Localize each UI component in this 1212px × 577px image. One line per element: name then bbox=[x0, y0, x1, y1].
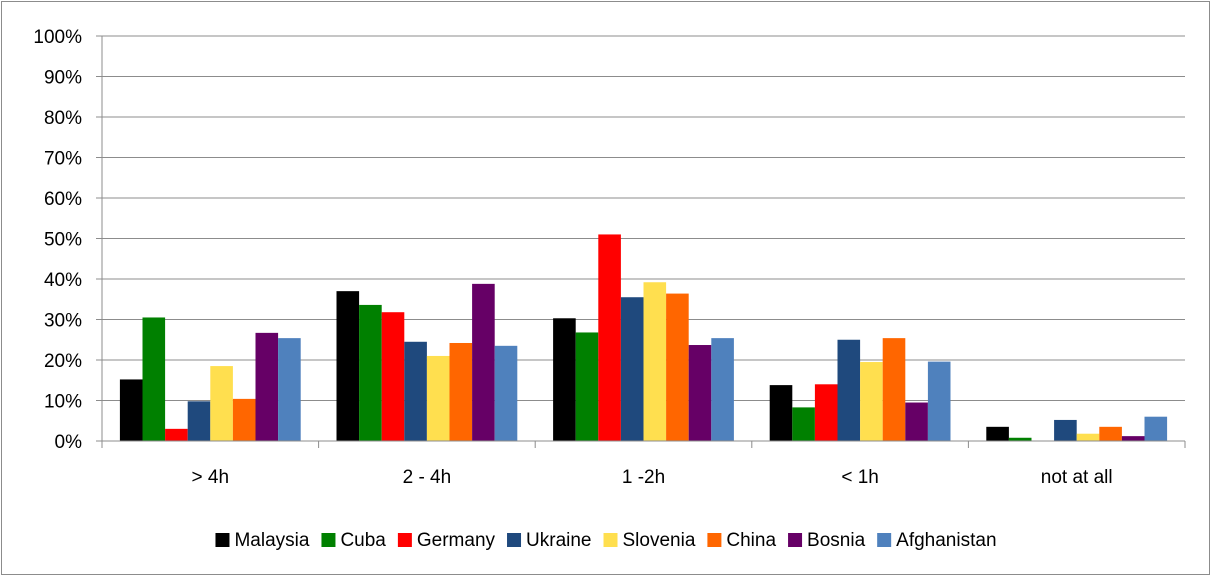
x-axis-ticks: > 4h 2 - 4h 1 -2h < 1h not at all bbox=[192, 467, 1113, 488]
legend-label: Slovenia bbox=[623, 530, 696, 551]
bar-afghanistan-4 bbox=[1144, 416, 1168, 441]
bar-afghanistan-0 bbox=[278, 338, 301, 441]
x-tick-label: > 4h bbox=[192, 467, 230, 488]
legend-label: Bosnia bbox=[807, 530, 866, 551]
bar-cuba-1 bbox=[359, 304, 382, 441]
legend-swatch bbox=[707, 533, 722, 547]
bar-china-1 bbox=[449, 342, 473, 441]
legend-label: Malaysia bbox=[234, 530, 309, 551]
y-tick-label: 70% bbox=[44, 149, 82, 170]
bar-bosnia-0 bbox=[255, 332, 279, 441]
y-tick-label: 10% bbox=[44, 392, 82, 413]
bar-afghanistan-2 bbox=[711, 338, 734, 441]
legend: Malaysia Cuba Germany Ukraine Slovenia China B… bbox=[215, 530, 997, 551]
bar-ukraine-1 bbox=[404, 341, 427, 441]
bar-ukraine-2 bbox=[620, 297, 644, 441]
y-tick-label: 50% bbox=[44, 230, 82, 251]
legend-item-ukraine: Ukraine bbox=[507, 530, 592, 551]
bars bbox=[119, 234, 1168, 441]
y-tick-label: 0% bbox=[55, 432, 83, 453]
bar-ukraine-3 bbox=[837, 339, 861, 441]
bar-slovenia-1 bbox=[426, 355, 450, 441]
bar-germany-3 bbox=[814, 384, 838, 441]
bar-cuba-0 bbox=[142, 317, 166, 441]
legend-item-cuba: Cuba bbox=[321, 530, 386, 551]
legend-swatch bbox=[215, 533, 230, 547]
legend-label: Afghanistan bbox=[896, 530, 996, 551]
bar-afghanistan-3 bbox=[927, 361, 951, 441]
x-tick-label: < 1h bbox=[841, 467, 879, 488]
bar-slovenia-3 bbox=[860, 362, 883, 441]
bar-malaysia-2 bbox=[553, 318, 576, 441]
y-tick-label: 40% bbox=[44, 270, 82, 291]
bar-malaysia-3 bbox=[769, 385, 793, 441]
x-tick-label: not at all bbox=[1041, 467, 1113, 488]
bar-germany-2 bbox=[598, 234, 621, 441]
legend-item-afghanistan: Afghanistan bbox=[877, 530, 997, 551]
bar-malaysia-0 bbox=[119, 379, 143, 441]
legend-item-malaysia: Malaysia bbox=[215, 530, 310, 551]
y-axis-ticks: 0% 10% 20% 30% 40% 50% 60% 70% 80% 90% 100% bbox=[33, 27, 82, 453]
legend-item-slovenia: Slovenia bbox=[603, 530, 696, 551]
bar-bosnia-4 bbox=[1121, 436, 1145, 441]
bar-bosnia-2 bbox=[688, 345, 712, 441]
bar-malaysia-4 bbox=[986, 426, 1009, 441]
legend-item-china: China bbox=[707, 530, 776, 551]
legend-swatch bbox=[877, 533, 892, 547]
legend-swatch bbox=[788, 533, 803, 547]
bar-germany-1 bbox=[381, 312, 405, 441]
legend-swatch bbox=[507, 533, 522, 547]
bar-china-4 bbox=[1099, 426, 1122, 441]
bar-china-0 bbox=[232, 398, 256, 441]
bar-ukraine-4 bbox=[1054, 419, 1077, 441]
bar-bosnia-3 bbox=[905, 402, 928, 441]
bar-bosnia-1 bbox=[472, 283, 495, 441]
legend-swatch bbox=[397, 533, 412, 547]
legend-label: China bbox=[726, 530, 776, 551]
bar-cuba-4 bbox=[1008, 437, 1032, 441]
bar-afghanistan-1 bbox=[494, 345, 518, 441]
bar-slovenia-2 bbox=[643, 282, 667, 441]
legend-swatch bbox=[603, 533, 618, 547]
x-tick-label: 2 - 4h bbox=[403, 467, 452, 488]
bar-china-2 bbox=[666, 293, 689, 441]
legend-label: Cuba bbox=[340, 530, 386, 551]
bar-slovenia-4 bbox=[1076, 433, 1100, 441]
y-tick-label: 80% bbox=[44, 108, 82, 129]
bar-malaysia-1 bbox=[336, 291, 360, 441]
bar-china-3 bbox=[882, 338, 906, 441]
y-tick-label: 20% bbox=[44, 351, 82, 372]
y-tick-label: 100% bbox=[33, 27, 82, 48]
bar-cuba-3 bbox=[792, 407, 815, 441]
axes bbox=[96, 36, 1186, 448]
bar-slovenia-0 bbox=[210, 366, 233, 441]
legend-swatch bbox=[321, 533, 336, 547]
legend-item-bosnia: Bosnia bbox=[788, 530, 866, 551]
y-tick-label: 30% bbox=[44, 311, 82, 332]
bar-germany-0 bbox=[165, 428, 188, 441]
legend-label: Germany bbox=[417, 530, 496, 551]
bar-cuba-2 bbox=[575, 332, 599, 441]
legend-label: Ukraine bbox=[526, 530, 591, 551]
bar-ukraine-0 bbox=[187, 401, 211, 441]
y-tick-label: 60% bbox=[44, 189, 82, 210]
x-tick-label: 1 -2h bbox=[622, 467, 665, 488]
legend-item-germany: Germany bbox=[397, 530, 496, 551]
y-tick-label: 90% bbox=[44, 68, 82, 89]
